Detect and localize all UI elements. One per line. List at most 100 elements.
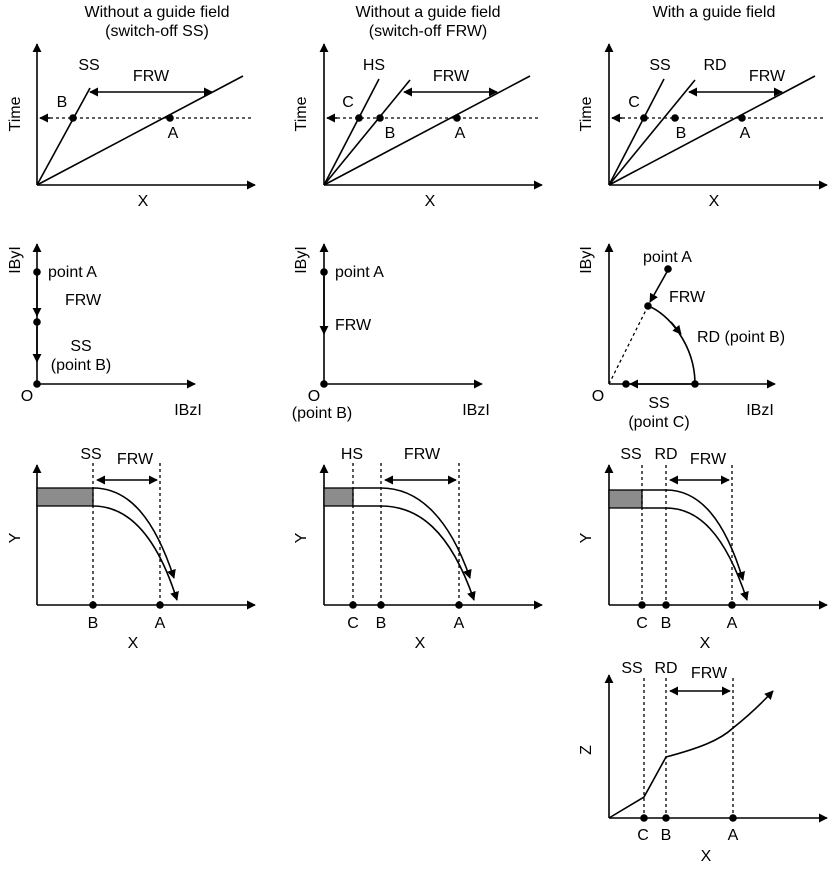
b-label: B: [661, 615, 672, 632]
point-a: [156, 601, 164, 609]
ss-label: SS: [80, 446, 101, 463]
origin-dot: [320, 380, 328, 388]
point-a-label: point A: [643, 249, 692, 266]
hodogram-panel-3: point A FRW RD (point B) O SS (point C) …: [578, 243, 785, 431]
point-a: [166, 114, 174, 122]
ss-line: [323, 79, 411, 186]
z-profile-line: [608, 690, 774, 819]
time-x-panel-1: SS FRW B A X Time: [7, 43, 256, 210]
ss-label: SS: [620, 446, 641, 463]
point-a: [453, 114, 461, 122]
by-label: IByI: [293, 246, 310, 274]
rd-label: RD: [654, 660, 677, 677]
ss-line: [36, 87, 91, 186]
by-label: IByI: [578, 246, 595, 274]
c-label: C: [628, 94, 640, 111]
a-label: A: [728, 827, 739, 844]
ss-point-b-label: (point B): [51, 357, 111, 374]
header-col1-line1: Without a guide field: [85, 4, 230, 21]
b-label: B: [661, 827, 672, 844]
ss-line: [608, 78, 665, 186]
point-c: [640, 114, 648, 122]
by-label: IByI: [7, 246, 24, 274]
bz-label: IBzI: [746, 402, 774, 419]
rd-label: RD: [654, 446, 677, 463]
c-label: C: [347, 615, 359, 632]
y-label: Y: [7, 532, 24, 543]
time-label: Time: [293, 96, 310, 131]
x-label: X: [138, 193, 149, 210]
a-label: A: [455, 125, 466, 142]
a-label: A: [454, 615, 465, 632]
hodogram-panel-1: point A FRW SS (point B) O IBzI IByI: [7, 243, 202, 419]
point-a-dot: [320, 268, 328, 276]
shaded-region: [36, 487, 94, 507]
c-label: C: [636, 615, 648, 632]
point-c: [638, 601, 646, 609]
bz-label: IBzI: [462, 402, 490, 419]
frw-label: FRW: [433, 68, 470, 85]
ss-label: SS: [70, 338, 91, 355]
mid-dot: [644, 302, 652, 310]
b-label: B: [676, 125, 687, 142]
point-c-dot: [622, 380, 630, 388]
x-label: X: [415, 635, 426, 652]
rd-point-b-label: RD (point B): [697, 329, 785, 346]
c-label: C: [637, 827, 649, 844]
a-label: A: [168, 125, 179, 142]
upper-field-line: [665, 489, 745, 581]
frw-label: FRW: [335, 317, 372, 334]
frw-label: FRW: [749, 68, 786, 85]
c-label: C: [342, 94, 354, 111]
point-a: [455, 601, 463, 609]
frw-label: FRW: [690, 451, 727, 468]
point-c: [640, 814, 648, 822]
shaded-region: [323, 487, 354, 507]
origin-dot: [33, 380, 41, 388]
x-label: X: [128, 635, 139, 652]
a-label: A: [727, 615, 738, 632]
frw-label: FRW: [65, 292, 102, 309]
upper-field-line: [92, 487, 176, 579]
point-b: [671, 114, 679, 122]
lower-field-line: [665, 507, 749, 601]
point-b: [662, 814, 670, 822]
point-b-dot: [691, 380, 699, 388]
b-label: B: [385, 125, 396, 142]
rd-arc: [647, 305, 696, 385]
point-a: [729, 814, 737, 822]
a-label: A: [155, 615, 166, 632]
frw-path-arrow: [649, 269, 669, 303]
time-x-panel-3: SS RD FRW C B A X Time: [578, 43, 828, 210]
mid-dot: [33, 318, 41, 326]
point-c-label: (point C): [628, 414, 689, 431]
point-b: [662, 601, 670, 609]
b-label: B: [376, 615, 387, 632]
point-c: [355, 114, 363, 122]
dashed-radius: [608, 305, 649, 385]
b-label: B: [88, 615, 99, 632]
frw-label: FRW: [117, 451, 154, 468]
header-col1-line2: (switch-off SS): [105, 23, 209, 40]
point-c: [349, 601, 357, 609]
header-col2-line1: Without a guide field: [356, 4, 501, 21]
point-a: [728, 601, 736, 609]
header-col2-line2: (switch-off FRW): [369, 23, 488, 40]
bz-label: IBzI: [174, 402, 202, 419]
point-b: [377, 601, 385, 609]
y-label: Y: [293, 532, 310, 543]
frw-label: FRW: [669, 289, 706, 306]
point-b: [376, 114, 384, 122]
rd-label: RD: [703, 57, 726, 74]
point-b: [69, 114, 77, 122]
b-label: B: [57, 94, 68, 111]
header-col3: With a guide field: [653, 4, 776, 21]
hs-line: [323, 78, 380, 186]
rd-arc-arrow: [670, 321, 682, 335]
frw-label: FRW: [404, 446, 441, 463]
lower-field-line: [92, 505, 179, 601]
time-x-panel-2: HS FRW C B A X Time: [293, 43, 543, 210]
point-a-label: point A: [335, 264, 384, 281]
point-b-label: (point B): [292, 405, 352, 422]
